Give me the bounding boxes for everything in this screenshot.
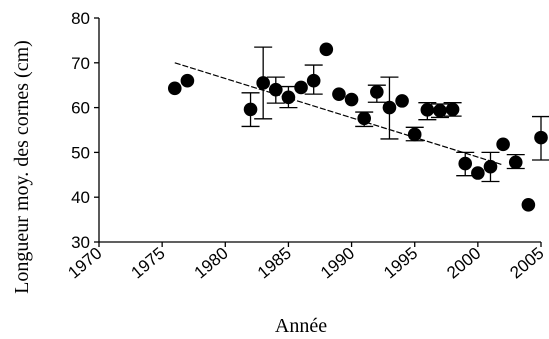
data-point: [521, 198, 536, 212]
data-point: [306, 73, 321, 88]
data-point: [281, 90, 296, 105]
data-point: [269, 82, 283, 97]
y-tick-label: 60: [71, 99, 90, 118]
x-tick-label: 1995: [380, 244, 421, 283]
x-tick-label: 1985: [254, 244, 295, 283]
data-point: [344, 92, 359, 107]
data-point: [496, 137, 510, 152]
data-point: [445, 102, 460, 117]
data-point: [319, 42, 334, 57]
data-point: [458, 156, 473, 171]
data-point: [382, 100, 397, 115]
data-point: [256, 76, 270, 90]
y-tick-label: 50: [71, 143, 90, 162]
data-point: [332, 87, 346, 101]
data-point: [370, 85, 384, 99]
y-tick-label: 70: [71, 54, 90, 73]
data-point: [395, 94, 409, 108]
data-point: [534, 130, 548, 145]
y-tick-label: 30: [71, 233, 90, 252]
y-tick-label: 40: [71, 188, 90, 207]
data-point: [420, 103, 435, 117]
trend-line: [174, 62, 504, 166]
data-point: [483, 159, 498, 174]
x-tick-label: 2005: [506, 244, 547, 283]
x-axis-title: Année: [275, 315, 327, 337]
data-point: [180, 73, 195, 88]
data-point: [433, 103, 447, 118]
x-tick-label: 1990: [317, 244, 358, 283]
data-point: [243, 102, 258, 117]
y-tick-label: 80: [71, 9, 90, 28]
data-point: [167, 81, 182, 96]
x-tick-label: 2000: [443, 244, 484, 283]
data-point: [407, 127, 422, 142]
x-tick-label: 1980: [191, 244, 232, 283]
y-axis-title: Longueur moy. des cornes (cm): [11, 40, 33, 294]
data-point: [294, 80, 308, 95]
data-point: [357, 111, 372, 126]
x-tick-label: 1975: [128, 244, 169, 283]
data-point: [508, 155, 523, 170]
data-point: [471, 166, 485, 180]
